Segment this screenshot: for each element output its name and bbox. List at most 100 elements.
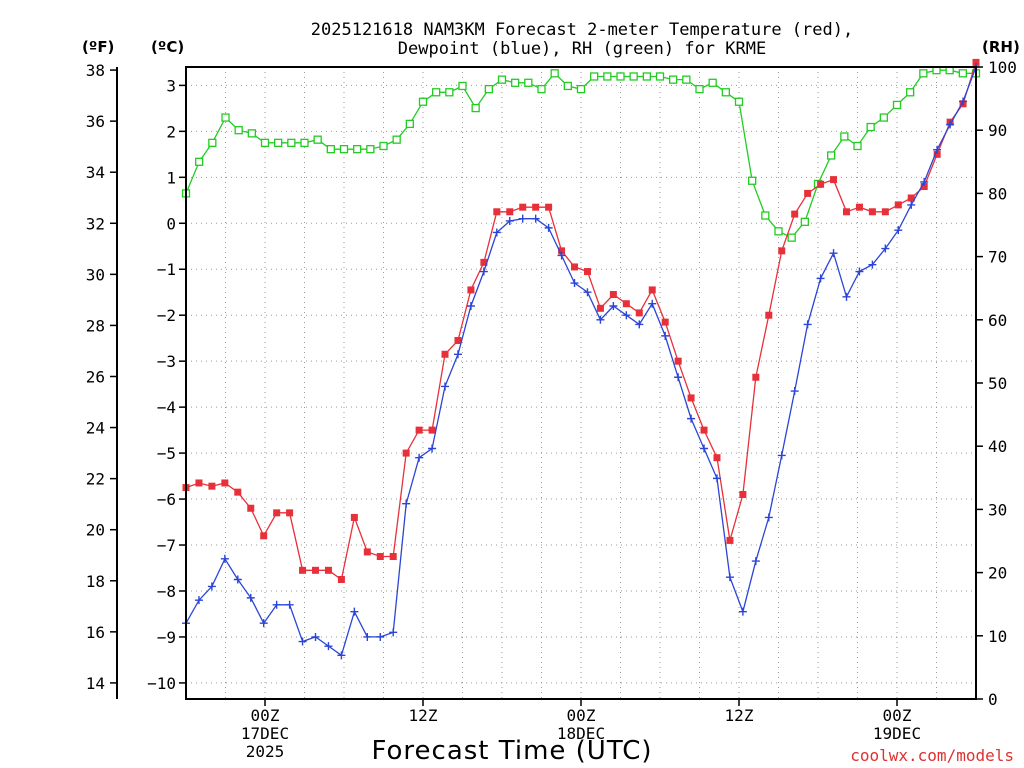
rh-point (708, 78, 717, 87)
rh-tick-label: 70 (988, 248, 1007, 267)
temperature-point (324, 566, 332, 574)
temperature-point (881, 208, 889, 216)
rh-tick-label: 20 (988, 564, 1007, 583)
temperature-point (700, 426, 708, 434)
temperature-point (273, 509, 281, 517)
dewpoint-point (609, 302, 618, 311)
rh-point (840, 132, 849, 141)
dewpoint-point (298, 637, 307, 646)
rh-point (892, 100, 902, 110)
temperature-point (493, 208, 501, 216)
dewpoint-point (544, 223, 553, 232)
dewpoint-point (881, 244, 890, 253)
temperature-point (480, 258, 488, 266)
celsius-tick-label: −8 (157, 582, 176, 601)
temperature-point (208, 482, 216, 490)
rh-point (353, 145, 362, 154)
temperature-point (894, 201, 902, 209)
rh-point (379, 141, 388, 151)
rh-point (471, 103, 480, 113)
temperature-point (842, 208, 850, 216)
temperature-point (635, 309, 643, 317)
dewpoint-point (311, 632, 320, 641)
dewpoint-point (946, 120, 955, 129)
rh-point (537, 84, 546, 94)
rh-point (576, 84, 586, 94)
temperature-point (804, 189, 812, 197)
fahrenheit-unit-label: (ºF) (82, 38, 114, 56)
rh-point (418, 97, 428, 106)
x-tick-label: 2025 (246, 742, 285, 761)
temperature-point (674, 357, 682, 365)
temperature-point (855, 203, 863, 211)
x-tick-label: 00Z (567, 706, 596, 725)
dewpoint-point (920, 177, 929, 186)
rh-tick-label: 0 (988, 690, 998, 709)
dewpoint-point (712, 474, 721, 483)
temperature-point (920, 183, 928, 191)
rh-tick-label: 10 (988, 627, 1007, 646)
temperature-point (247, 504, 255, 512)
temperature-point (752, 373, 760, 381)
temperature-point (933, 150, 941, 158)
temperature-point (415, 426, 423, 434)
credit-text: coolwx.com/models (850, 746, 1014, 765)
celsius-tick-label: 3 (166, 76, 176, 95)
dewpoint-point (246, 593, 255, 602)
dewpoint-point (363, 632, 372, 641)
temperature-point (972, 58, 980, 66)
celsius-unit-label: (ºC) (151, 38, 184, 56)
dewpoint-point (894, 226, 903, 235)
dewpoint-point (415, 453, 424, 462)
temperature-point (363, 548, 371, 556)
rh-point (300, 138, 309, 147)
rh-point (445, 88, 454, 97)
temperature-point (441, 350, 449, 358)
dewpoint-point (635, 320, 644, 329)
rh-tick-label: 40 (988, 437, 1007, 456)
celsius-tick-label: −10 (147, 674, 176, 693)
temperature-point (350, 513, 358, 521)
rh-point (906, 88, 915, 97)
chart-title-line2: Dewpoint (blue), RH (green) for KRME (398, 39, 766, 59)
celsius-tick-label: −7 (157, 536, 176, 555)
temperature-point (299, 566, 307, 574)
celsius-tick-label: −1 (157, 260, 176, 279)
rh-point (853, 141, 862, 151)
rh-point (247, 129, 256, 138)
dewpoint-point (324, 642, 333, 651)
dewpoint-point (738, 607, 747, 616)
temperature-point (571, 263, 579, 271)
dewpoint-series-line (185, 66, 977, 657)
rh-point (761, 211, 770, 220)
rh-point (326, 145, 335, 154)
celsius-tick-label: −4 (157, 398, 176, 417)
rh-point (682, 75, 691, 84)
rh-tick-label: 100 (988, 58, 1017, 77)
temperature-point (532, 203, 540, 211)
rh-point (524, 78, 533, 87)
rh-point (642, 72, 651, 81)
rh-point (313, 135, 322, 144)
dewpoint-point (389, 628, 398, 637)
x-tick-label: 17DEC (241, 724, 289, 743)
dewpoint-point (661, 331, 670, 340)
rh-point (787, 233, 796, 242)
dewpoint-point (272, 600, 281, 609)
dewpoint-point (622, 311, 631, 320)
temperature-point (778, 247, 786, 255)
axes-layer: 383634323028262422201816143210−1−2−3−4−5… (86, 58, 1017, 761)
rh-point (748, 176, 757, 185)
dewpoint-point (453, 350, 462, 359)
temperature-point (221, 479, 229, 487)
rh-point (339, 145, 349, 154)
temperature-point (195, 479, 203, 487)
rh-point (655, 72, 665, 81)
rh-point (695, 84, 704, 94)
fahrenheit-tick-label: 36 (86, 112, 105, 131)
fahrenheit-tick-label: 32 (86, 214, 105, 233)
dewpoint-point (505, 216, 514, 225)
x-tick-label: 18DEC (557, 724, 605, 743)
rh-tick-label: 60 (988, 311, 1007, 330)
